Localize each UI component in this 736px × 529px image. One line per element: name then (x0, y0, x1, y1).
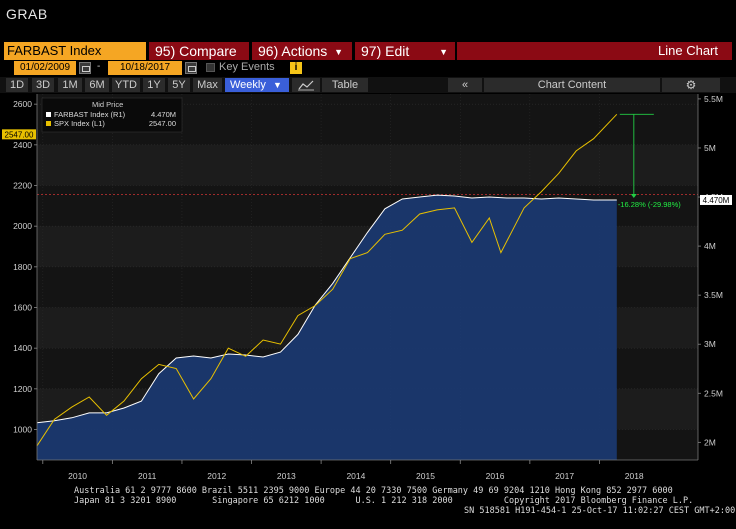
date-row: 01/02/2009 - 10/18/2017 Key Events i (0, 61, 736, 76)
footer: Australia 61 2 9777 8600 Brazil 5511 239… (0, 484, 736, 529)
farbast-area-fill (37, 195, 617, 460)
spx-series-line (36, 113, 618, 447)
legend-swatch (46, 112, 51, 117)
left-tick-label: 1000 (13, 425, 32, 435)
range-1m-button[interactable]: 1M (58, 78, 82, 92)
calendar-icon[interactable] (185, 62, 197, 74)
line-chart-toggle[interactable] (292, 78, 320, 92)
toolbar-row: FARBAST Index 95) Compare 96) Actions ▼ … (0, 42, 736, 60)
legend-swatch (46, 121, 51, 126)
farbast-series-line (36, 194, 617, 424)
gear-icon[interactable]: ⚙ (662, 78, 720, 92)
date-separator: - (97, 61, 101, 72)
calendar-icon[interactable] (79, 62, 91, 74)
left-tick-label: 1800 (13, 262, 32, 272)
right-tick-label: 3M (704, 339, 716, 349)
legend-series-name: SPX Index (L1) (54, 119, 105, 128)
left-tick-label: 1200 (13, 384, 32, 394)
farbast-last-value-tag: 4.470M (700, 194, 732, 205)
start-date-input[interactable]: 01/02/2009 (14, 61, 76, 75)
range-row: 1D 3D 1M 6M YTD 1Y 5Y Max Weekly ▼ Table… (0, 77, 736, 93)
left-tick-label: 1600 (13, 303, 32, 313)
left-tick-label: 1400 (13, 343, 32, 353)
actions-number: 96) (258, 43, 279, 59)
legend-series-value: 4.470M (151, 110, 176, 119)
chevron-down-icon: ▼ (334, 47, 344, 58)
footer-session-line: SN 518581 H191-454-1 25-Oct-17 11:02:27 … (464, 506, 736, 516)
key-events-checkbox[interactable] (206, 63, 215, 72)
legend-series-value: 2547.00 (149, 119, 176, 128)
ticker-input[interactable]: FARBAST Index (4, 42, 146, 60)
chevron-down-icon: ▼ (272, 80, 282, 90)
left-tick-label: 2000 (13, 221, 32, 231)
range-5y-button[interactable]: 5Y (168, 78, 190, 92)
range-1d-button[interactable]: 1D (6, 78, 28, 92)
x-tick-label: 2016 (486, 471, 505, 481)
footer-contacts-line1: Australia 61 2 9777 8600 Brazil 5511 239… (74, 486, 673, 496)
x-tick-label: 2010 (68, 471, 87, 481)
right-tick-label: 4M (704, 241, 716, 251)
info-icon[interactable]: i (290, 62, 302, 74)
key-events-label: Key Events (219, 61, 275, 73)
x-tick-label: 2018 (625, 471, 644, 481)
farbast-last-value: 4.470M (703, 196, 730, 205)
x-tick-label: 2015 (416, 471, 435, 481)
spx-last-value-tag: 2547.00 (2, 129, 36, 140)
grid-band (37, 144, 698, 186)
footer-contacts-line2: Japan 81 3 3201 8900 Singapore 65 6212 1… (74, 496, 694, 506)
table-button[interactable]: Table (322, 78, 368, 92)
left-tick-label: 2400 (13, 140, 32, 150)
x-tick-label: 2012 (207, 471, 226, 481)
x-tick-label: 2011 (138, 471, 157, 481)
left-tick-label: 2600 (13, 99, 32, 109)
x-tick-label: 2013 (277, 471, 296, 481)
range-1y-button[interactable]: 1Y (143, 78, 165, 92)
actions-label: Actions (281, 43, 328, 59)
title-bar: GRAB (0, 0, 736, 40)
compare-button[interactable]: 95) Compare (149, 42, 249, 60)
range-max-button[interactable]: Max (193, 78, 222, 92)
right-tick-label: 2.5M (704, 388, 723, 398)
range-6m-button[interactable]: 6M (85, 78, 109, 92)
left-tick-label: 2200 (13, 181, 32, 191)
collapse-panel-button[interactable]: « (448, 78, 482, 92)
frequency-dropdown[interactable]: Weekly ▼ (225, 78, 289, 92)
legend-series-name: FARBAST Index (R1) (54, 110, 126, 119)
actions-button[interactable]: 96) Actions ▼ (252, 42, 352, 60)
app-title: GRAB (6, 6, 48, 22)
end-date-input[interactable]: 10/18/2017 (108, 61, 182, 75)
edit-button[interactable]: 97) Edit ▼ (355, 42, 455, 60)
right-tick-label: 3.5M (704, 290, 723, 300)
range-ytd-button[interactable]: YTD (112, 78, 140, 92)
x-tick-label: 2014 (346, 471, 365, 481)
line-chart: 1000 1200 1400 1600 1800 2000 2200 2400 2600 2547… (0, 94, 736, 484)
edit-number: 97) (361, 43, 382, 59)
right-tick-label: 5M (704, 143, 716, 153)
frequency-label: Weekly (230, 79, 266, 91)
compare-number: 95) (155, 43, 176, 59)
chart-content-button[interactable]: Chart Content (484, 78, 660, 92)
chart-type-label: Line Chart (457, 42, 732, 60)
x-tick-label: 2017 (555, 471, 574, 481)
range-3d-button[interactable]: 3D (32, 78, 54, 92)
legend-header: Mid Price (92, 100, 123, 109)
edit-label: Edit (385, 43, 410, 59)
annotation-label: -16.28% (-29.98%) (618, 200, 681, 209)
line-chart-icon (298, 80, 314, 91)
compare-label: Compare (179, 43, 237, 59)
right-tick-label: 5.5M (704, 94, 723, 104)
chevron-down-icon: ▼ (439, 47, 449, 58)
annotation-arrow-icon (630, 193, 637, 198)
spx-last-value: 2547.00 (5, 130, 34, 139)
right-tick-label: 2M (704, 437, 716, 447)
